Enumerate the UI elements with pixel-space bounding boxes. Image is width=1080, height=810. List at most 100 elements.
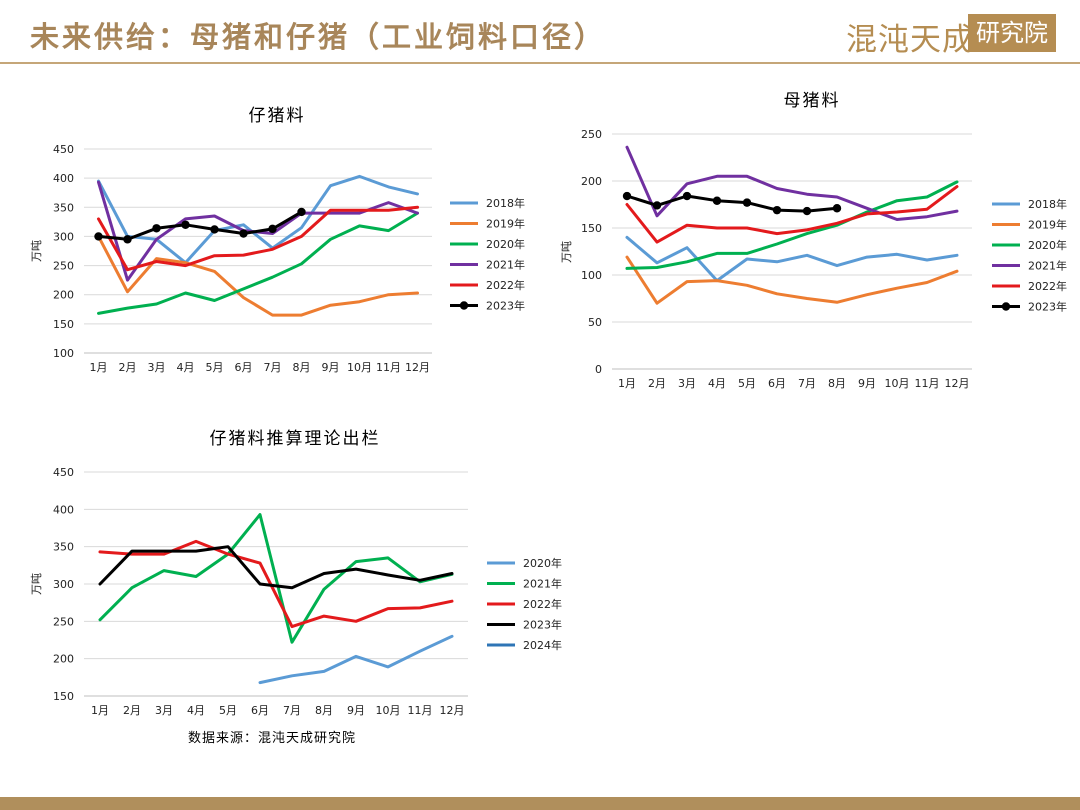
piglet-legend-label: 2021年 bbox=[486, 258, 525, 272]
sow-x-tick-label: 4月 bbox=[708, 377, 726, 390]
supply-x-tick-label: 8月 bbox=[315, 704, 333, 717]
piglet-y-tick-label: 100 bbox=[53, 347, 74, 360]
piglet-y-tick-label: 300 bbox=[53, 230, 74, 243]
logo-box-text: 研究院 bbox=[968, 14, 1056, 52]
supply-legend-label: 2020年 bbox=[523, 556, 562, 570]
piglet-chart-title: 仔猪料 bbox=[249, 106, 306, 126]
piglet-x-tick-label: 10月 bbox=[347, 361, 372, 374]
supply-x-tick-label: 12月 bbox=[440, 704, 465, 717]
piglet-series-line-2018年 bbox=[97, 174, 419, 265]
supply-series-line-2020年 bbox=[258, 634, 454, 685]
piglet-legend-marker bbox=[459, 301, 469, 310]
sow-y-tick-label: 150 bbox=[581, 222, 602, 235]
sow-data-point-2023年 bbox=[652, 201, 662, 210]
sow-legend-label: 2020年 bbox=[1028, 238, 1067, 252]
supply-x-tick-label: 9月 bbox=[347, 704, 365, 717]
piglet-x-tick-label: 11月 bbox=[376, 361, 401, 374]
supply-x-tick-label: 6月 bbox=[251, 704, 269, 717]
piglet-series-line-2022年 bbox=[97, 205, 419, 272]
supply-x-tick-label: 11月 bbox=[408, 704, 433, 717]
sow-x-tick-label: 7月 bbox=[798, 377, 816, 390]
sow-y-tick-label: 0 bbox=[595, 363, 602, 376]
piglet-y-tick-label: 450 bbox=[53, 143, 74, 156]
sow-x-tick-label: 6月 bbox=[768, 377, 786, 390]
supply-legend-label: 2022年 bbox=[523, 597, 562, 611]
sow-data-point-2023年 bbox=[742, 198, 752, 207]
piglet-series-line-2020年 bbox=[97, 211, 419, 315]
supply-legend-label: 2023年 bbox=[523, 618, 562, 632]
piglet-data-point-2023年 bbox=[239, 229, 248, 238]
sow-y-tick-label: 100 bbox=[581, 269, 602, 282]
piglet-x-tick-label: 3月 bbox=[148, 361, 166, 374]
piglet-data-point-2023年 bbox=[210, 225, 219, 234]
sow-x-tick-label: 8月 bbox=[828, 377, 846, 390]
piglet-data-point-2023年 bbox=[297, 207, 306, 217]
sow-legend-label: 2019年 bbox=[1028, 218, 1067, 232]
header-divider bbox=[0, 62, 1080, 64]
piglet-x-tick-label: 7月 bbox=[264, 361, 282, 374]
piglet-y-tick-label: 200 bbox=[53, 289, 74, 302]
sow-x-tick-label: 3月 bbox=[678, 377, 696, 390]
sow-x-tick-label: 9月 bbox=[858, 377, 876, 390]
supply-x-tick-label: 10月 bbox=[376, 704, 401, 717]
sow-data-point-2023年 bbox=[682, 191, 692, 201]
supply-legend-label: 2024年 bbox=[523, 638, 562, 652]
piglet-legend-label: 2020年 bbox=[486, 237, 525, 251]
sow-legend-label: 2023年 bbox=[1028, 300, 1067, 314]
supply-x-tick-label: 5月 bbox=[219, 704, 237, 717]
supply-legend-label: 2021年 bbox=[523, 577, 562, 591]
sow-legend-label: 2022年 bbox=[1028, 279, 1067, 293]
supply-y-tick-label: 400 bbox=[53, 503, 74, 516]
piglet-x-tick-label: 1月 bbox=[90, 361, 108, 374]
piglet-data-point-2023年 bbox=[123, 235, 132, 244]
sow-data-point-2023年 bbox=[832, 204, 842, 213]
footer-bar bbox=[0, 797, 1080, 810]
sow-data-point-2023年 bbox=[622, 191, 632, 201]
piglet-series-line-2019年 bbox=[97, 234, 419, 317]
sow-legend-label: 2018年 bbox=[1028, 197, 1067, 211]
sow-series-line-2021年 bbox=[625, 145, 959, 221]
sow-y-tick-label: 50 bbox=[588, 316, 602, 329]
piglet-x-tick-label: 2月 bbox=[119, 361, 137, 374]
piglet-y-tick-label: 350 bbox=[53, 201, 74, 214]
supply-x-tick-label: 1月 bbox=[91, 704, 109, 717]
sow-series-line-2018年 bbox=[625, 235, 959, 283]
sow-data-point-2023年 bbox=[772, 205, 782, 215]
supply-series-line-2021年 bbox=[98, 513, 454, 644]
piglet-data-point-2023年 bbox=[181, 220, 190, 229]
sow-legend-marker bbox=[1001, 302, 1011, 311]
piglet-supply-chart: 仔猪料推算理论出栏 150 200 250 300 350 400 450 1月 2月 3月 4月 5月… bbox=[30, 429, 562, 717]
sow-x-tick-label: 12月 bbox=[945, 377, 970, 390]
company-logo: 混沌天成 研究院 bbox=[846, 12, 1058, 58]
sow-chart-title: 母猪料 bbox=[784, 91, 841, 111]
piglet-y-tick-label: 250 bbox=[53, 260, 74, 273]
supply-series-line-2022年 bbox=[98, 539, 454, 629]
supply-y-tick-label: 200 bbox=[53, 653, 74, 666]
supply-y-tick-label: 450 bbox=[53, 466, 74, 479]
piglet-data-point-2023年 bbox=[268, 224, 277, 234]
logo-brand-text: 混沌天成 bbox=[846, 22, 974, 58]
sow-series-line-2022年 bbox=[625, 185, 959, 244]
sow-y-tick-label: 200 bbox=[581, 175, 602, 188]
piglet-legend-label: 2019年 bbox=[486, 217, 525, 231]
sow-x-tick-label: 11月 bbox=[915, 377, 940, 390]
sow-y-tick-label: 250 bbox=[581, 128, 602, 141]
sow-x-tick-label: 2月 bbox=[648, 377, 666, 390]
supply-y-tick-label: 150 bbox=[53, 690, 74, 703]
piglet-legend-label: 2023年 bbox=[486, 299, 525, 313]
supply-y-axis-label: 万吨 bbox=[30, 573, 43, 595]
supply-x-tick-label: 3月 bbox=[155, 704, 173, 717]
sow-series-line-2020年 bbox=[625, 180, 959, 270]
sow-legend-label: 2021年 bbox=[1028, 259, 1067, 273]
supply-y-tick-label: 250 bbox=[53, 615, 74, 628]
piglet-x-tick-label: 9月 bbox=[322, 361, 340, 374]
sow-y-axis-label: 万吨 bbox=[560, 241, 573, 263]
piglet-feed-chart: 仔猪料 100 150 200 250 300 350 400 450 1月 2月 3月 4月 5月 6月 7… bbox=[30, 106, 525, 374]
sow-series-line-2019年 bbox=[625, 255, 959, 305]
sow-feed-chart: 母猪料 0 50 100 150 200 250 1月 2月 3月 4月 5月 6月 7月 8月 9月 10月 1… bbox=[560, 91, 1067, 390]
piglet-x-tick-label: 12月 bbox=[405, 361, 430, 374]
sow-data-point-2023年 bbox=[712, 196, 722, 205]
piglet-x-tick-label: 4月 bbox=[177, 361, 195, 374]
supply-x-tick-label: 2月 bbox=[123, 704, 141, 717]
piglet-y-tick-label: 150 bbox=[53, 318, 74, 331]
